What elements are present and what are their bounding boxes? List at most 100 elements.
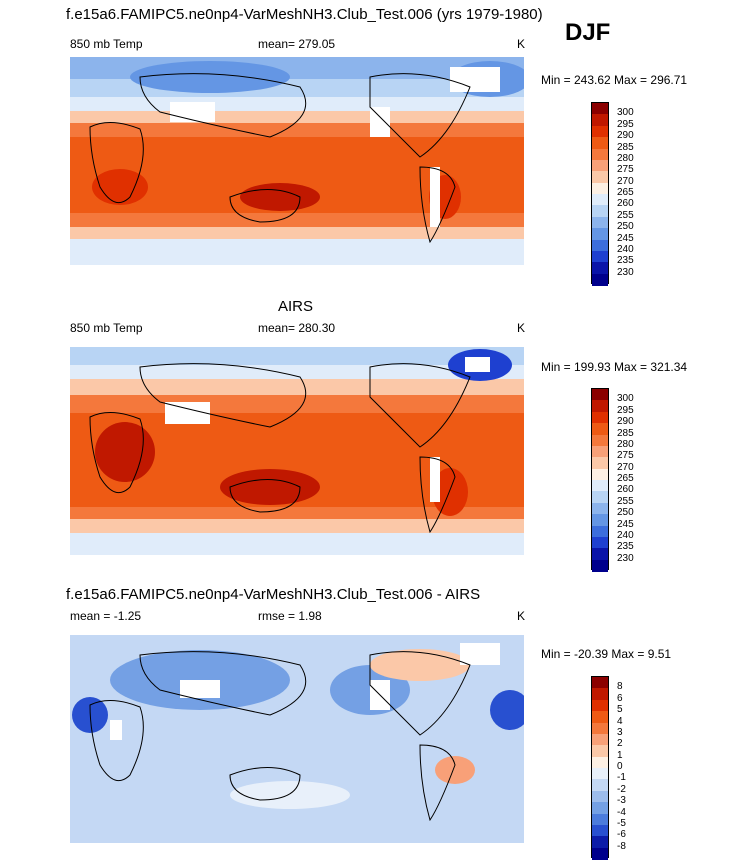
colorbar-swatch <box>592 468 608 481</box>
colorbar-swatch <box>592 389 608 401</box>
colorbar-swatch <box>592 824 608 837</box>
colorbar-label: 265 <box>617 187 634 198</box>
panel1-field-label: 850 mb Temp <box>70 37 143 51</box>
season-label: DJF <box>565 19 611 46</box>
colorbar-label: 285 <box>617 141 634 153</box>
panel3-units: K <box>517 609 526 623</box>
colorbar-label: 290 <box>617 416 634 428</box>
colorbar-label: 240 <box>617 529 634 541</box>
colorbar-label: 250 <box>617 221 634 233</box>
colorbar-label: 1 <box>617 749 623 761</box>
colorbar-label: 295 <box>617 404 634 416</box>
colorbar-swatch <box>592 137 608 149</box>
colorbar-label: -5 <box>617 817 626 829</box>
panel2-mean: mean= 280.30 <box>258 321 336 335</box>
panel1-minmax: Min = 243.62 Max = 296.71 <box>541 73 688 87</box>
colorbar-swatch <box>592 677 608 689</box>
colorbar-label: 240 <box>617 243 634 255</box>
colorbar-swatch <box>592 457 608 470</box>
colorbar-swatch <box>592 745 608 758</box>
colorbar-label: 295 <box>617 118 634 130</box>
colorbar-swatch <box>592 733 608 746</box>
panel1-map <box>70 57 524 265</box>
colorbar-swatch <box>592 159 608 172</box>
colorbar-label: 2 <box>617 738 623 750</box>
colorbar-label: 255 <box>617 209 634 221</box>
colorbar-swatch <box>592 480 608 492</box>
panel3-minmax: Min = -20.39 Max = 9.51 <box>541 647 672 661</box>
colorbar-label: 230 <box>617 552 634 564</box>
colorbar-swatch <box>592 514 608 526</box>
colorbar-swatch <box>592 548 608 561</box>
colorbar-swatch <box>592 536 608 549</box>
colorbar-swatch <box>592 756 608 769</box>
colorbar-swatch <box>592 239 608 252</box>
colorbar-label: 270 <box>617 175 634 187</box>
colorbar-label: 4 <box>617 715 623 727</box>
colorbar-label: 5 <box>617 704 623 716</box>
colorbar-label: 270 <box>617 461 634 473</box>
panel1-mean: mean= 279.05 <box>258 37 336 51</box>
colorbar-box <box>591 102 609 286</box>
panel1-colorbar: 300 295 290 285 280 275 270 265 260 255 250 245 240 2… <box>591 102 634 286</box>
colorbar-swatch <box>592 790 608 803</box>
colorbar-swatch <box>592 103 608 115</box>
colorbar-swatch <box>592 445 608 458</box>
panel1-title: f.e15a6.FAMIPC5.ne0np4-VarMeshNH3.Club_T… <box>66 6 543 23</box>
colorbar-swatch <box>592 250 608 263</box>
colorbar-swatch <box>592 205 608 218</box>
panel3-colorbar: 8 6 5 4 3 2 1 0 -1 -2 -3 -4 -5 -6 -8 <box>591 676 626 860</box>
colorbar-swatch <box>592 722 608 735</box>
colorbar-swatch <box>592 125 608 138</box>
colorbar-label: 230 <box>617 266 634 278</box>
colorbar-swatch <box>592 262 608 275</box>
colorbar-swatch <box>592 434 608 447</box>
colorbar-label: 8 <box>617 681 623 693</box>
colorbar-label: -1 <box>617 772 626 784</box>
colorbar-label: 285 <box>617 427 634 439</box>
colorbar-swatch <box>592 802 608 814</box>
colorbar-swatch <box>592 228 608 240</box>
colorbar-label: 265 <box>617 473 634 484</box>
colorbar-label: -3 <box>617 795 626 807</box>
colorbar-swatch <box>592 768 608 780</box>
colorbar-swatch <box>592 699 608 712</box>
colorbar-label: 300 <box>617 107 634 119</box>
panel1-units: K <box>517 37 526 51</box>
colorbar-label: 280 <box>617 152 634 164</box>
colorbar-swatch <box>592 411 608 424</box>
colorbar-swatch <box>592 813 608 826</box>
colorbar-swatch <box>592 423 608 435</box>
colorbar-swatch <box>592 502 608 515</box>
panel3-mean: mean = -1.25 <box>70 609 142 623</box>
colorbar-swatch <box>592 194 608 206</box>
colorbar-label: 300 <box>617 393 634 405</box>
colorbar-label: 235 <box>617 541 634 553</box>
colorbar-label: 290 <box>617 130 634 142</box>
colorbar-label: 280 <box>617 438 634 450</box>
colorbar-swatch <box>592 847 608 860</box>
colorbar-swatch <box>592 525 608 538</box>
colorbar-label: 275 <box>617 450 634 462</box>
colorbar-label: -4 <box>617 806 626 818</box>
colorbar-swatch <box>592 171 608 184</box>
colorbar-label: 275 <box>617 164 634 176</box>
colorbar-swatch <box>592 182 608 195</box>
colorbar-label: 245 <box>617 232 634 244</box>
colorbar-label: 245 <box>617 518 634 530</box>
colorbar-label: -8 <box>617 840 626 852</box>
colorbar-swatch <box>592 148 608 161</box>
colorbar-box <box>591 388 609 572</box>
colorbar-label: 260 <box>617 484 634 496</box>
panel2-colorbar: 300 295 290 285 280 275 270 265 260 255 250 245 240 2… <box>591 388 634 572</box>
colorbar-label: 255 <box>617 495 634 507</box>
colorbar-label: 6 <box>617 692 623 704</box>
panel2-title: AIRS <box>278 298 314 315</box>
colorbar-swatch <box>592 836 608 849</box>
panel3-title: f.e15a6.FAMIPC5.ne0np4-VarMeshNH3.Club_T… <box>66 586 481 603</box>
colorbar-swatch <box>592 114 608 127</box>
colorbar-label: 0 <box>617 761 623 772</box>
colorbar-label: 260 <box>617 198 634 210</box>
colorbar-swatch <box>592 711 608 723</box>
colorbar-swatch <box>592 559 608 572</box>
